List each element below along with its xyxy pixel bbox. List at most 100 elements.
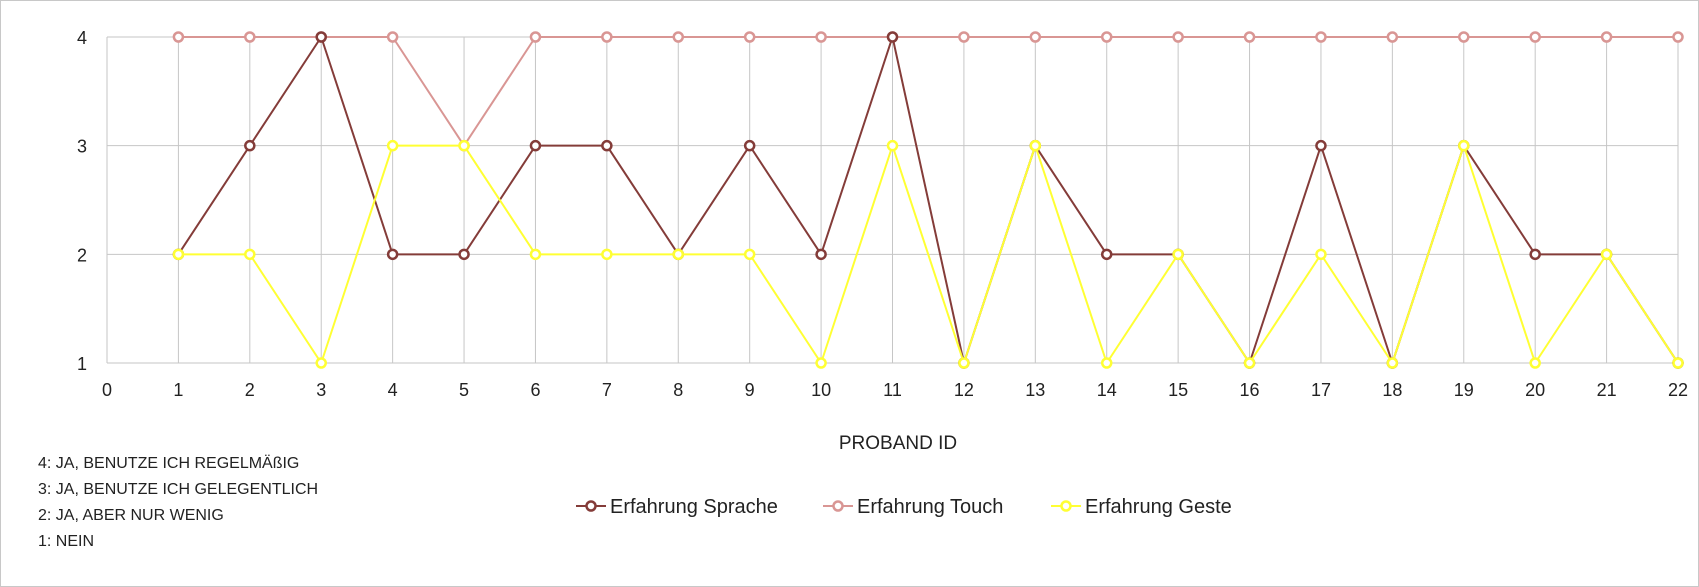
data-point [1100, 31, 1113, 43]
data-point [529, 139, 542, 152]
x-tick-label: 19 [1454, 380, 1474, 400]
legend-swatch-marker [832, 500, 844, 512]
y-tick-label: 2 [77, 245, 87, 265]
x-tick-label: 20 [1525, 380, 1545, 400]
x-tick-label: 7 [602, 380, 612, 400]
series-line [178, 36, 1678, 147]
data-point [1100, 248, 1113, 261]
scale-note: 4: JA, BENUTZE ICH REGELMÄßIG [38, 454, 299, 472]
data-point [529, 248, 542, 261]
x-tick-label: 21 [1597, 380, 1617, 400]
data-point [1386, 31, 1399, 43]
data-point [958, 357, 970, 369]
data-point [1315, 31, 1327, 43]
x-tick-label: 15 [1168, 380, 1188, 400]
legend: Erfahrung Sprache Erfahrung Touch Erfahrun… [576, 496, 1232, 518]
data-point [1458, 31, 1470, 43]
data-point [1600, 31, 1613, 43]
data-point [1172, 31, 1184, 43]
data-point [386, 139, 399, 152]
data-point [1600, 248, 1613, 261]
x-tick-label: 12 [954, 380, 974, 400]
data-point [1029, 31, 1042, 43]
series-line [178, 144, 1679, 364]
x-axis-title: PROBAND ID [839, 433, 957, 454]
data-point [1672, 31, 1684, 43]
x-tick-label: 8 [673, 380, 683, 400]
data-point [1529, 31, 1541, 43]
data-point [601, 139, 613, 152]
data-point [1243, 31, 1256, 43]
data-point [601, 248, 613, 261]
series-line [177, 36, 1679, 364]
data-point [1672, 357, 1684, 369]
data-point [172, 31, 185, 43]
x-tick-label: 6 [530, 380, 540, 400]
x-tick-label: 2 [245, 380, 255, 400]
legend-item: Erfahrung Geste [1051, 496, 1232, 518]
data-point [815, 248, 827, 261]
series-erfahrung-sprache [172, 31, 1684, 369]
series-lines [172, 31, 1684, 369]
x-tick-label: 11 [883, 380, 902, 400]
data-point [386, 31, 399, 43]
scale-notes: 4: JA, BENUTZE ICH REGELMÄßIG 3: JA, BENU… [38, 454, 318, 550]
data-point [1529, 248, 1541, 261]
data-point [958, 31, 970, 43]
data-point [172, 248, 185, 261]
legend-label: Erfahrung Touch [857, 496, 1003, 518]
data-point [1100, 357, 1113, 369]
legend-label: Erfahrung Geste [1085, 496, 1232, 518]
x-tick-label: 3 [316, 380, 326, 400]
data-point [815, 357, 827, 369]
legend-label: Erfahrung Sprache [610, 496, 778, 518]
data-point [1315, 248, 1327, 261]
series-erfahrung-geste [172, 139, 1684, 369]
legend-swatch-marker [1060, 500, 1072, 512]
y-tick-label: 1 [77, 354, 87, 374]
data-point [1386, 357, 1399, 369]
x-tick-label: 1 [173, 380, 183, 400]
data-point [458, 248, 470, 261]
scale-note: 3: JA, BENUTZE ICH GELEGENTLICH [38, 481, 318, 498]
x-tick-label: 9 [745, 380, 755, 400]
x-tick-label: 14 [1097, 380, 1117, 400]
legend-item: Erfahrung Sprache [576, 496, 778, 518]
x-tick-label: 10 [811, 380, 831, 400]
data-point [1529, 357, 1541, 369]
scale-note: 2: JA, ABER NUR WENIG [38, 507, 224, 524]
data-point [886, 139, 899, 152]
data-point [601, 31, 613, 43]
data-point [244, 248, 256, 261]
data-point [815, 31, 827, 43]
legend-item: Erfahrung Touch [823, 496, 1003, 518]
x-tick-label: 13 [1025, 380, 1045, 400]
x-tick-label: 4 [388, 380, 398, 400]
data-point [672, 31, 685, 43]
scale-note: 1: NEIN [38, 533, 94, 550]
data-point [386, 248, 399, 261]
x-tick-label: 5 [459, 380, 469, 400]
x-tick-label: 16 [1240, 380, 1260, 400]
data-point [458, 139, 470, 152]
x-tick-label: 18 [1382, 380, 1402, 400]
grid [106, 36, 1679, 364]
data-point [1029, 139, 1042, 152]
data-point [529, 31, 542, 43]
y-tick-label: 4 [77, 28, 87, 48]
data-point [886, 31, 899, 43]
data-point [244, 31, 256, 43]
data-point [743, 31, 756, 43]
data-point [672, 248, 685, 261]
data-point [743, 139, 756, 152]
y-tick-label: 3 [77, 137, 87, 157]
x-tick-label: 17 [1311, 380, 1331, 400]
data-point [743, 248, 756, 261]
data-point [244, 139, 256, 152]
data-point [315, 31, 327, 43]
legend-swatch-marker [585, 500, 597, 512]
data-point [1172, 248, 1184, 261]
